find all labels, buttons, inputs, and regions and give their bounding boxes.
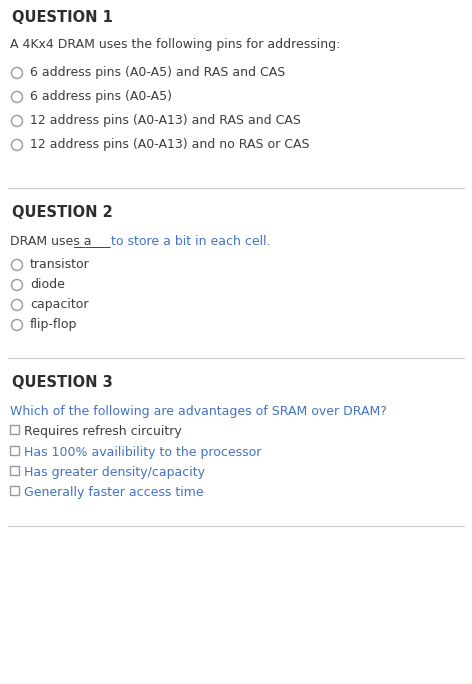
- Text: ______: ______: [73, 235, 110, 248]
- Circle shape: [11, 300, 23, 311]
- Text: 6 address pins (A0-A5): 6 address pins (A0-A5): [30, 90, 172, 103]
- Circle shape: [11, 140, 23, 150]
- Text: Requires refresh circuitry: Requires refresh circuitry: [24, 425, 182, 438]
- Text: transistor: transistor: [30, 258, 90, 271]
- Text: 6 address pins (A0-A5) and RAS and CAS: 6 address pins (A0-A5) and RAS and CAS: [30, 66, 285, 79]
- Circle shape: [11, 116, 23, 127]
- Text: capacitor: capacitor: [30, 298, 89, 311]
- Text: Has greater density/capacity: Has greater density/capacity: [24, 466, 205, 479]
- Text: diode: diode: [30, 278, 65, 291]
- Circle shape: [11, 319, 23, 330]
- Text: Has 100% availibility to the processor: Has 100% availibility to the processor: [24, 446, 261, 459]
- Text: A 4Kx4 DRAM uses the following pins for addressing:: A 4Kx4 DRAM uses the following pins for …: [10, 38, 340, 51]
- Text: Which of the following are advantages of SRAM over DRAM?: Which of the following are advantages of…: [10, 405, 387, 418]
- Text: DRAM uses a: DRAM uses a: [10, 235, 95, 248]
- Circle shape: [11, 92, 23, 103]
- Circle shape: [11, 68, 23, 79]
- Bar: [10, 486, 19, 495]
- Text: 12 address pins (A0-A13) and no RAS or CAS: 12 address pins (A0-A13) and no RAS or C…: [30, 138, 310, 151]
- Text: QUESTION 2: QUESTION 2: [12, 205, 113, 220]
- Bar: [10, 446, 19, 455]
- Text: 12 address pins (A0-A13) and RAS and CAS: 12 address pins (A0-A13) and RAS and CAS: [30, 114, 301, 127]
- Bar: [10, 425, 19, 434]
- Circle shape: [11, 280, 23, 291]
- Bar: [10, 466, 19, 475]
- Text: QUESTION 3: QUESTION 3: [12, 375, 113, 390]
- Text: flip-flop: flip-flop: [30, 318, 77, 331]
- Circle shape: [11, 259, 23, 270]
- Text: QUESTION 1: QUESTION 1: [12, 10, 113, 25]
- Text: to store a bit in each cell.: to store a bit in each cell.: [107, 235, 270, 248]
- Text: Generally faster access time: Generally faster access time: [24, 486, 203, 499]
